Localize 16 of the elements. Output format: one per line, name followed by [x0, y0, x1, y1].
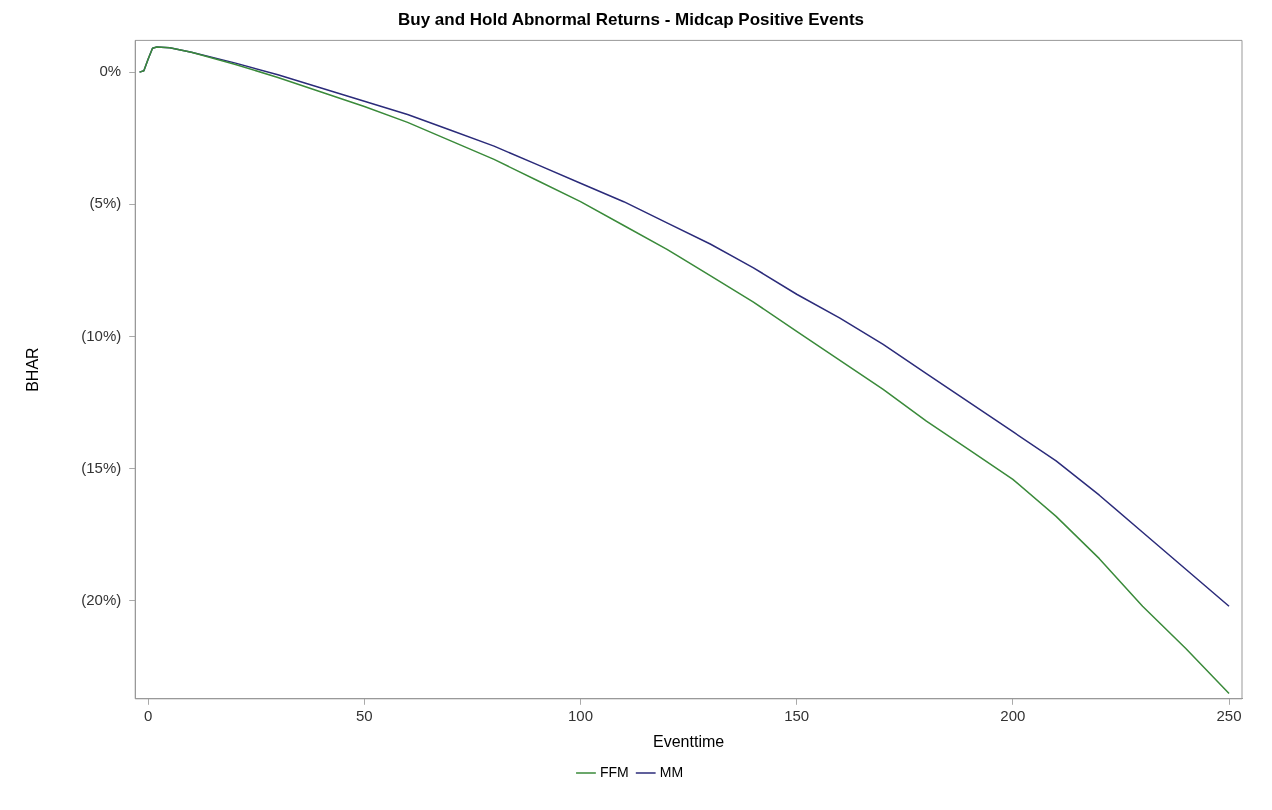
x-axis-title: Eventtime	[653, 732, 725, 750]
x-tick-label: 150	[784, 706, 810, 724]
y-tick-label: 0%	[99, 62, 122, 80]
x-tick-label: 200	[1000, 706, 1026, 724]
chart-title: Buy and Hold Abnormal Returns - Midcap Positive Events	[398, 9, 864, 29]
y-tick-label: (15%)	[81, 458, 122, 476]
y-tick-label: (20%)	[81, 591, 122, 609]
legend-label: FFM	[599, 763, 629, 780]
x-tick-label: 50	[356, 706, 373, 724]
y-tick-label: (5%)	[89, 194, 122, 212]
legend-label: MM	[659, 763, 684, 780]
x-tick-label: 0	[144, 706, 153, 724]
y-tick-label: (10%)	[81, 326, 122, 344]
y-axis-title: BHAR	[24, 347, 42, 392]
x-tick-label: 100	[568, 706, 594, 724]
x-tick-label: 250	[1216, 706, 1242, 724]
